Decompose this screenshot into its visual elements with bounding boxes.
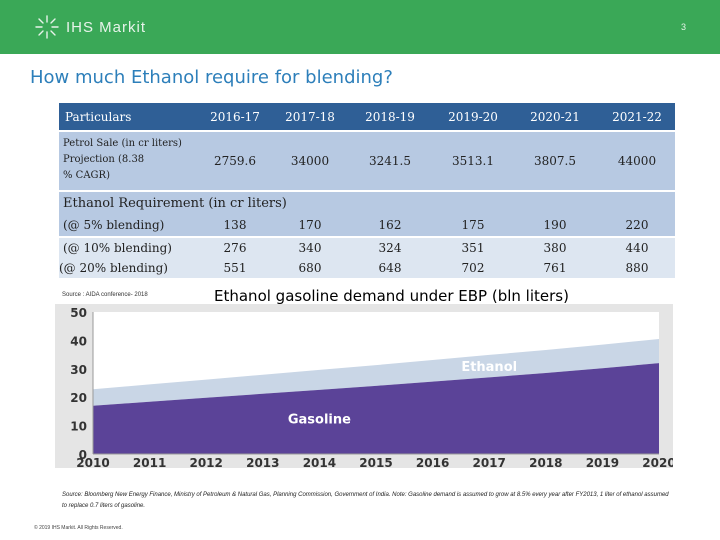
x-tick-label: 2020 [642,456,673,468]
petrol-label-line: Petrol Sale (in cr liters) [63,138,182,149]
header-bar: IHS Markit 3 [0,0,720,54]
footnote: Source: Bloomberg New Energy Finance, Mi… [62,492,669,509]
page-number: 3 [680,22,686,32]
table-source: Source : AIDA conference- 2018 [62,292,148,298]
y-tick-label: 0 [79,448,87,462]
header-label: Particulars [65,109,132,124]
year-header: 2019-20 [448,109,498,124]
petrol-cell: 3807.5 [534,154,576,168]
x-tick-label: 2018 [529,456,562,468]
row-divider [59,236,675,238]
petrol-label: Petrol Sale (in cr liters) Projection (8… [63,136,182,184]
petrol-label-line: % CAGR) [63,170,110,181]
blend-cell: 680 [298,261,322,275]
blend-cell: 324 [378,241,402,255]
row-divider [59,130,675,132]
petrol-row: Petrol Sale (in cr liters) Projection (8… [59,132,675,190]
blend-cell: 761 [543,261,567,275]
series-label-ethanol: Ethanol [461,360,517,375]
x-tick-label: 2014 [303,456,336,468]
y-tick-label: 20 [70,391,87,405]
slide-title: How much Ethanol require for blending? [30,67,393,88]
x-tick-label: 2015 [359,456,392,468]
chart-svg: Ethanol Gasoline 0 10 20 30 40 50 2010 2011 2012 20… [55,304,676,470]
petrol-cell: 44000 [617,154,657,168]
x-tick-label: 2017 [472,456,505,468]
blend-cell: 190 [543,218,567,232]
blend-cell: 340 [298,241,322,255]
blend-label: (@ 10% blending) [63,241,172,255]
blend-row-20: (@ 20% blending) 551 680 648 702 761 880 [59,258,675,278]
petrol-cell: 34000 [290,154,330,168]
blend-row-5: (@ 5% blending) 138 170 162 175 190 220 [59,214,675,236]
row-divider [59,190,675,192]
y-tick-label: 10 [70,420,87,434]
petrol-cell: 3513.1 [452,154,494,168]
company-logo: IHS Markit [34,14,146,40]
x-tick-label: 2013 [246,456,279,468]
series-label-gasoline: Gasoline [288,413,351,428]
blend-row-10: (@ 10% blending) 276 340 324 351 380 440 [59,238,675,258]
blend-cell: 880 [625,261,649,275]
blend-cell: 551 [223,261,247,275]
x-tick-label: 2019 [586,456,619,468]
blend-cell: 138 [223,218,247,232]
series-area-ethanol [93,338,659,406]
y-tick-label: 50 [70,306,87,320]
chart-title: Ethanol gasoline demand under EBP (bln l… [214,287,569,305]
blend-cell: 276 [223,241,247,255]
petrol-cell: 3241.5 [369,154,411,168]
series-area-gasoline [93,363,659,454]
blend-cell: 162 [378,218,402,232]
table-header-row: Particulars 2016-17 2017-18 2018-19 2019… [59,103,675,130]
x-tick-label: 2011 [133,456,166,468]
blend-cell: 648 [378,261,402,275]
year-header: 2017-18 [285,109,335,124]
logo-mark-icon [35,15,59,39]
x-tick-label: 2012 [189,456,222,468]
area-chart: Ethanol Gasoline 0 10 20 30 40 50 2010 2011 2012 20… [55,304,676,470]
blend-label: (@ 5% blending) [63,218,165,232]
y-tick-label: 40 [70,334,87,348]
year-header: 2018-19 [365,109,415,124]
x-tick-label: 2010 [76,456,109,468]
blend-cell: 702 [461,261,485,275]
blend-cell: 380 [543,241,567,255]
blend-cell: 440 [625,241,649,255]
y-tick-label: 30 [70,363,87,377]
petrol-label-line: Projection (8.38 [63,154,145,165]
blend-cell: 175 [461,218,485,232]
blend-cell: 220 [625,218,649,232]
logo-text: IHS Markit [66,18,147,36]
section-label: Ethanol Requirement (in cr liters) [63,195,287,211]
year-header: 2020-21 [530,109,580,124]
x-tick-label: 2016 [416,456,449,468]
section-row: Ethanol Requirement (in cr liters) [59,192,675,214]
blend-label: (@ 20% blending) [59,261,168,275]
blend-cell: 170 [298,218,322,232]
petrol-cell: 2759.6 [214,154,256,168]
blend-cell: 351 [461,241,485,255]
year-header: 2021-22 [612,109,662,124]
copyright: © 2019 IHS Markit. All Rights Reserved. [34,525,123,531]
year-header: 2016-17 [210,109,260,124]
